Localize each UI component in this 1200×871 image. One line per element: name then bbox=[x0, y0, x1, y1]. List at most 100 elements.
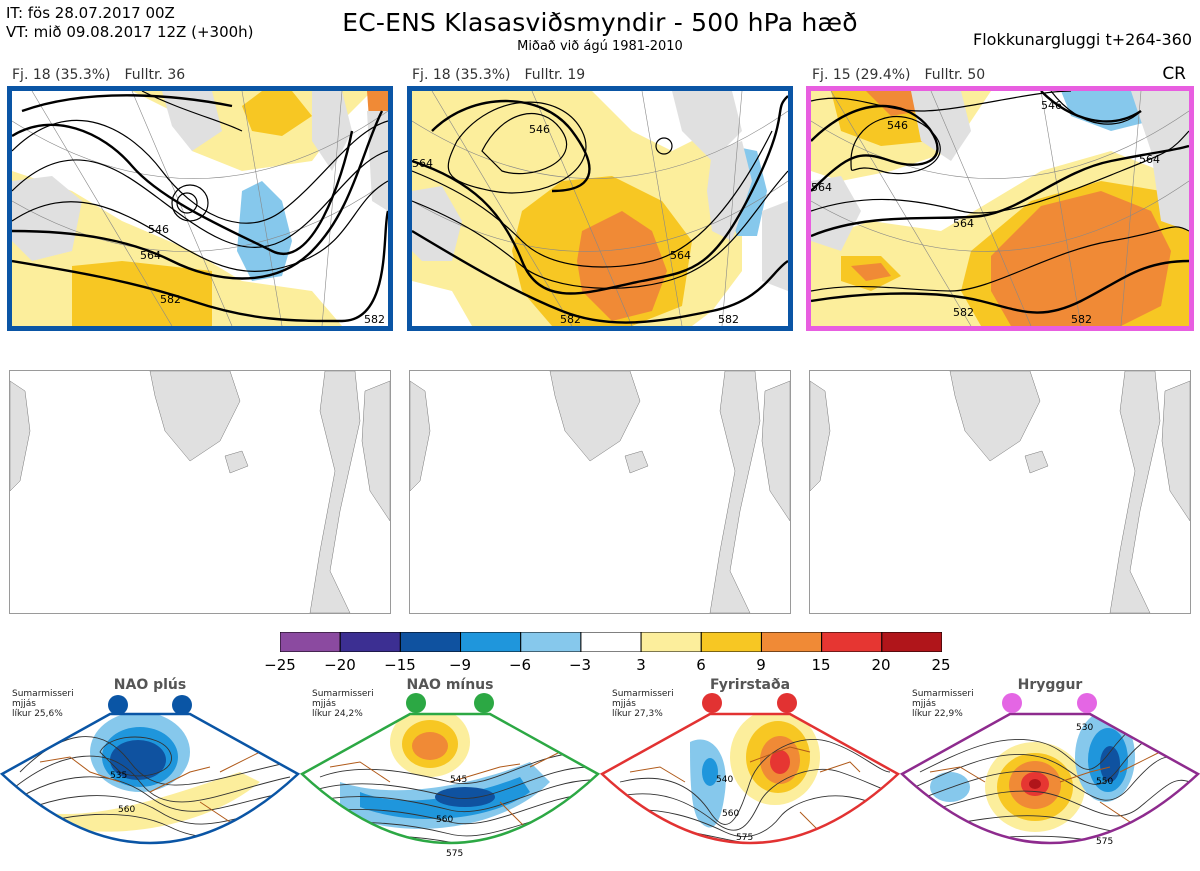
contour-label: 560 bbox=[722, 809, 739, 819]
contour-label: 564 bbox=[412, 157, 433, 170]
cluster-1-representative: Fulltr. 36 bbox=[124, 67, 186, 83]
colorbar-tick: 20 bbox=[871, 656, 891, 674]
regime-nao-plus: NAO plús Sumarmisseri mjjás líkur 25,6% bbox=[0, 672, 300, 871]
contour-label: 546 bbox=[1041, 99, 1062, 112]
contour-label: 564 bbox=[1139, 153, 1160, 166]
regime-name: NAO plús bbox=[113, 677, 187, 693]
cluster-3-label: Fj. 15 (29.4%) Fulltr. 50 bbox=[812, 67, 985, 83]
cluster-3-representative: Fulltr. 50 bbox=[924, 67, 986, 83]
cr-label: CR bbox=[1162, 64, 1186, 84]
contour-label: 575 bbox=[446, 849, 463, 859]
cluster-1-map: 546 564 582 582 bbox=[7, 86, 393, 331]
negative-anomaly bbox=[237, 181, 292, 281]
contour-label: 530 bbox=[1076, 723, 1093, 733]
contour-label: 582 bbox=[1071, 313, 1092, 326]
contour-label: 560 bbox=[436, 815, 453, 825]
empty-map-2 bbox=[409, 370, 791, 614]
colorbar-swatch bbox=[339, 631, 401, 653]
colorbar-swatch bbox=[580, 631, 642, 653]
contour-label: 582 bbox=[953, 306, 974, 319]
regime-marker bbox=[777, 693, 797, 713]
contour-label: 582 bbox=[364, 313, 385, 326]
positive-anomaly bbox=[72, 261, 212, 326]
regime-outline bbox=[900, 712, 1200, 845]
regime-outline bbox=[300, 712, 600, 845]
contour-label: 564 bbox=[953, 217, 974, 230]
contour-label: 545 bbox=[450, 775, 467, 785]
regime-marker bbox=[406, 693, 426, 713]
cluster-2-label: Fj. 18 (35.3%) Fulltr. 19 bbox=[412, 67, 585, 83]
regime-nao-minus: NAO mínus Sumarmisseri mjjás líkur 24,2% bbox=[300, 672, 600, 871]
regime-ridge: Hryggur Sumarmisseri mjjás líkur 22,9% bbox=[900, 672, 1200, 871]
contour-label: 550 bbox=[1096, 777, 1113, 787]
empty-map-1 bbox=[9, 370, 391, 614]
colorbar bbox=[279, 631, 943, 653]
colorbar-tick: −15 bbox=[384, 656, 416, 674]
cluster-3-count: Fj. 15 (29.4%) bbox=[812, 67, 911, 83]
regime-marker bbox=[474, 693, 494, 713]
cluster-3-map: 546 546 564 564 564 582 582 bbox=[806, 86, 1194, 331]
contour-label: 575 bbox=[736, 833, 753, 843]
regime-marker bbox=[1077, 693, 1097, 713]
negative-anomaly bbox=[1061, 91, 1151, 131]
colorbar-tick: 9 bbox=[756, 656, 766, 674]
colorbar-swatch bbox=[821, 631, 883, 653]
regime-note: Sumarmisseri mjjás líkur 22,9% bbox=[912, 689, 974, 719]
contour-label: 564 bbox=[811, 181, 832, 194]
colorbar-tick: −25 bbox=[264, 656, 296, 674]
colorbar-swatch bbox=[460, 631, 522, 653]
colorbar-tick: −3 bbox=[568, 656, 592, 674]
regime-outline bbox=[0, 712, 300, 845]
empty-map-3 bbox=[809, 370, 1191, 614]
colorbar-swatch bbox=[279, 631, 341, 653]
cluster-1-count: Fj. 18 (35.3%) bbox=[12, 67, 111, 83]
colorbar-swatch bbox=[700, 631, 762, 653]
colorbar-swatch bbox=[760, 631, 823, 653]
regime-name: Fyrirstaða bbox=[709, 677, 791, 693]
colorbar-tick: −9 bbox=[448, 656, 472, 674]
colorbar-swatches bbox=[279, 631, 943, 653]
colorbar-tick: 3 bbox=[636, 656, 646, 674]
contour-label: 564 bbox=[670, 249, 691, 262]
classification-window: Flokkunargluggi t+264-360 bbox=[973, 30, 1192, 49]
contour-label: 582 bbox=[160, 293, 181, 306]
regime-marker bbox=[702, 693, 722, 713]
colorbar-tick: 25 bbox=[931, 656, 951, 674]
regime-note: Sumarmisseri mjjás líkur 27,3% bbox=[612, 689, 674, 719]
regime-note: Sumarmisseri mjjás líkur 25,6% bbox=[12, 689, 74, 719]
regime-marker bbox=[172, 695, 192, 715]
colorbar-swatch bbox=[399, 631, 462, 653]
contour-label: 546 bbox=[529, 123, 550, 136]
contour-label: 540 bbox=[716, 775, 733, 785]
issue-time: IT: fös 28.07.2017 00Z bbox=[6, 4, 175, 22]
regime-marker bbox=[108, 695, 128, 715]
contour-label: 560 bbox=[118, 805, 135, 815]
cluster-2-count: Fj. 18 (35.3%) bbox=[412, 67, 511, 83]
regime-blocking: Fyrirstaða Sumarmisseri mjjás líkur 27,3… bbox=[600, 672, 900, 871]
neutral-area bbox=[12, 91, 388, 326]
page-title: EC-ENS Klasasviðsmyndir - 500 hPa hæð bbox=[342, 8, 858, 37]
contour-label: 546 bbox=[887, 119, 908, 132]
cluster-1-label: Fj. 18 (35.3%) Fulltr. 36 bbox=[12, 67, 185, 83]
contour-label: 546 bbox=[148, 223, 169, 236]
colorbar-tick: 6 bbox=[696, 656, 706, 674]
colorbar-tick: 15 bbox=[811, 656, 831, 674]
regime-marker bbox=[1002, 693, 1022, 713]
colorbar-tick: −20 bbox=[324, 656, 356, 674]
regime-name: NAO mínus bbox=[406, 677, 494, 693]
regime-outline bbox=[600, 712, 900, 845]
issue-time-block: IT: fös 28.07.2017 00Z VT: mið 09.08.201… bbox=[6, 4, 254, 42]
colorbar-swatch bbox=[520, 631, 582, 653]
regime-name: Hryggur bbox=[1017, 677, 1083, 693]
colorbar-swatch bbox=[640, 631, 702, 653]
contour-label: 582 bbox=[718, 313, 739, 326]
contour-label: 564 bbox=[140, 249, 161, 262]
cluster-2-map: 546 564 564 582 582 bbox=[407, 86, 793, 331]
colorbar-tick: −6 bbox=[508, 656, 532, 674]
regime-note: Sumarmisseri mjjás líkur 24,2% bbox=[312, 689, 374, 719]
valid-time: VT: mið 09.08.2017 12Z (+300h) bbox=[6, 23, 254, 41]
cluster-2-representative: Fulltr. 19 bbox=[524, 67, 586, 83]
climatology-subtitle: Miðað við ágú 1981-2010 bbox=[517, 39, 683, 54]
contour-label: 575 bbox=[1096, 837, 1113, 847]
contour-label: 535 bbox=[110, 771, 127, 781]
